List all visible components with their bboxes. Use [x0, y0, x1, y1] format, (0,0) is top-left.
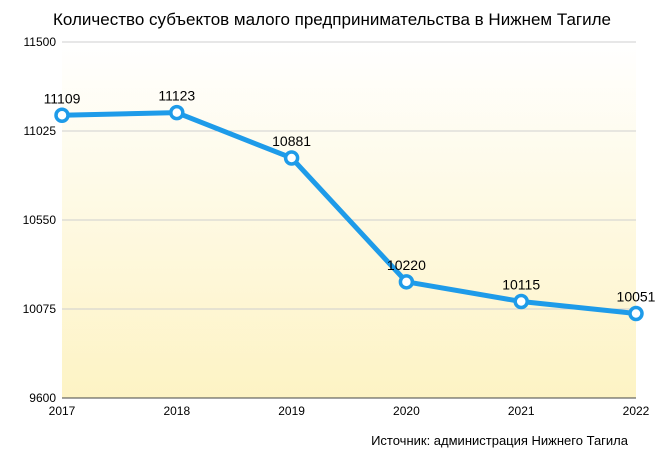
data-label: 10115 — [502, 277, 540, 293]
x-tick-label: 2017 — [49, 404, 76, 418]
y-tick-label: 9600 — [29, 391, 56, 405]
x-tick-label: 2018 — [163, 404, 190, 418]
data-label: 10881 — [272, 133, 311, 149]
data-point — [628, 305, 644, 322]
x-axis-ticks: 2017 2018 2019 2020 2021 2022 — [49, 404, 650, 418]
x-tick-label: 2020 — [393, 404, 420, 418]
x-tick-label: 2022 — [623, 404, 650, 418]
data-label: 11109 — [44, 90, 81, 106]
source-note: Источник: администрация Нижнего Тагила — [371, 433, 629, 448]
y-tick-label: 11025 — [24, 124, 57, 138]
series-points — [54, 104, 644, 322]
data-label: 10220 — [387, 257, 426, 273]
y-tick-label: 10075 — [23, 302, 57, 316]
y-tick-label: 11500 — [24, 35, 57, 49]
data-label: 11123 — [158, 88, 195, 104]
data-point — [169, 104, 185, 121]
data-labels: 11109 11123 10881 10220 10115 10051 — [44, 88, 656, 305]
data-point — [54, 107, 70, 124]
data-point — [283, 150, 300, 166]
y-axis-ticks: 9600 10075 10550 11025 11500 — [23, 35, 57, 405]
data-label: 10051 — [617, 288, 656, 304]
data-point — [513, 293, 529, 310]
series-line — [59, 110, 639, 316]
data-point — [398, 274, 415, 290]
series-lines — [59, 110, 639, 316]
x-tick-label: 2021 — [508, 404, 535, 418]
x-tick-label: 2019 — [278, 404, 305, 418]
y-tick-label: 10550 — [23, 213, 57, 227]
chart-title: Количество субъектов малого предпринимат… — [53, 10, 611, 29]
